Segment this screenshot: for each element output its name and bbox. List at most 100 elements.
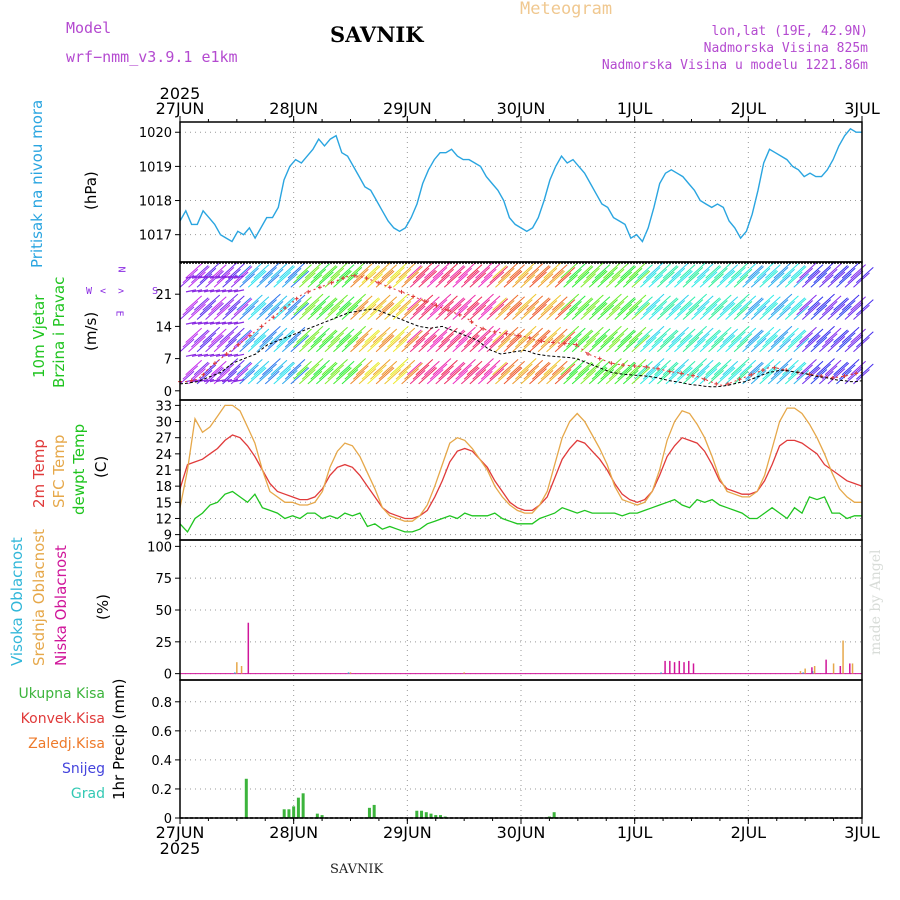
gust-marker bbox=[586, 352, 591, 356]
x-year-label-top: 2025 bbox=[160, 84, 201, 103]
wind-barb bbox=[441, 295, 458, 311]
wind-barb bbox=[398, 359, 416, 376]
precip-total-bar bbox=[424, 812, 428, 818]
wind-barb bbox=[694, 301, 710, 316]
wind-barb bbox=[293, 301, 309, 316]
wind-barb bbox=[304, 325, 324, 343]
wind-barb bbox=[614, 303, 633, 320]
wind-barb bbox=[605, 274, 621, 288]
wind-barb bbox=[182, 301, 199, 316]
wind-barb bbox=[236, 265, 252, 279]
footer-station: SAVNIK bbox=[330, 862, 384, 877]
wind-barb bbox=[719, 366, 735, 380]
wind-barb bbox=[404, 362, 423, 380]
wind-barb bbox=[196, 273, 213, 288]
wind-barb bbox=[696, 327, 714, 343]
wind-barb bbox=[202, 359, 221, 376]
wind-barb bbox=[654, 295, 671, 311]
precip-tick-label: 0.8 bbox=[151, 696, 172, 711]
wind-barb bbox=[736, 365, 753, 380]
wind-barb bbox=[580, 305, 597, 320]
wind-barb bbox=[233, 266, 253, 284]
wind-barb bbox=[480, 268, 497, 284]
wind-barb bbox=[316, 303, 334, 320]
wind-barb bbox=[782, 295, 799, 311]
wind-barb bbox=[236, 361, 252, 376]
wind-barb bbox=[193, 265, 209, 279]
wind-barb bbox=[557, 299, 576, 316]
wind-barb bbox=[401, 303, 419, 320]
wind-barb bbox=[617, 298, 636, 316]
wind-barb bbox=[676, 269, 692, 284]
wind-barb bbox=[256, 304, 274, 320]
wind-barb bbox=[836, 305, 852, 320]
precip-total-bar bbox=[296, 797, 300, 818]
wind-barb bbox=[597, 272, 615, 288]
wind-barb bbox=[691, 274, 706, 288]
wind-barb bbox=[642, 331, 661, 348]
wind-barb bbox=[730, 261, 750, 279]
wind-barb bbox=[313, 327, 330, 343]
gust-marker bbox=[434, 303, 439, 308]
wind-barb bbox=[520, 306, 536, 320]
wind-barb bbox=[654, 359, 671, 376]
wind-barb bbox=[719, 334, 735, 348]
wind-barb bbox=[705, 361, 721, 376]
wind-barb bbox=[651, 268, 668, 284]
wind-barb bbox=[313, 295, 330, 311]
wind-barb bbox=[711, 267, 728, 284]
wind-barb bbox=[529, 368, 547, 385]
wind-barb bbox=[662, 265, 678, 279]
wind-barb bbox=[318, 298, 338, 316]
wind-barb bbox=[429, 363, 448, 380]
wind-barb bbox=[676, 301, 692, 316]
wind-barb bbox=[543, 326, 562, 343]
wind-arrow-purple bbox=[215, 353, 227, 357]
credit-label: made by Angel bbox=[868, 549, 884, 656]
wind-barb bbox=[739, 295, 757, 311]
gust-marker bbox=[469, 319, 474, 324]
wind-barb bbox=[264, 306, 280, 320]
wind-barb bbox=[335, 366, 351, 380]
wind-barb bbox=[245, 262, 263, 279]
wind-barb bbox=[699, 303, 718, 320]
wind-barb bbox=[625, 332, 643, 348]
wind-barb bbox=[640, 272, 657, 288]
wind-barb bbox=[219, 261, 239, 279]
wind-barb bbox=[256, 272, 274, 288]
wind-barb bbox=[273, 368, 292, 385]
wind-barb bbox=[588, 302, 608, 320]
wind-barb bbox=[679, 296, 696, 311]
wind-barb bbox=[469, 369, 487, 385]
cloud-unit-label: (%) bbox=[94, 594, 112, 620]
wind-barb bbox=[796, 267, 813, 284]
wind-barb bbox=[824, 359, 842, 376]
wind-barb bbox=[586, 359, 604, 376]
wind-barb bbox=[304, 293, 324, 311]
wind-barb bbox=[566, 333, 582, 348]
wind-barb bbox=[824, 263, 842, 279]
wind-barb bbox=[551, 296, 568, 311]
wind-barb bbox=[759, 270, 779, 288]
precip-total-bar bbox=[287, 809, 291, 818]
wind-barb bbox=[424, 360, 440, 376]
wind-arrow-purple bbox=[221, 321, 233, 325]
wind-barb bbox=[549, 366, 564, 380]
wind-barb bbox=[245, 326, 263, 343]
wind-barb bbox=[222, 306, 237, 320]
precip-total-bar bbox=[320, 815, 324, 818]
wind-barb bbox=[429, 331, 448, 348]
wind-barb bbox=[205, 302, 224, 320]
wind-barb bbox=[517, 293, 537, 311]
gust-marker bbox=[551, 340, 556, 345]
wind-barb bbox=[674, 302, 693, 320]
wind-barb bbox=[699, 336, 718, 353]
wind-barb bbox=[347, 358, 366, 376]
wind-barb bbox=[747, 329, 763, 343]
wind-barb bbox=[375, 367, 395, 385]
wind-barb-group bbox=[179, 261, 874, 385]
wind-barb bbox=[790, 329, 806, 343]
model-name: wrf−nmm_v3.9.1 e1km bbox=[66, 48, 238, 66]
wind-arrow-purple bbox=[203, 379, 215, 383]
wind-barb bbox=[225, 333, 241, 348]
